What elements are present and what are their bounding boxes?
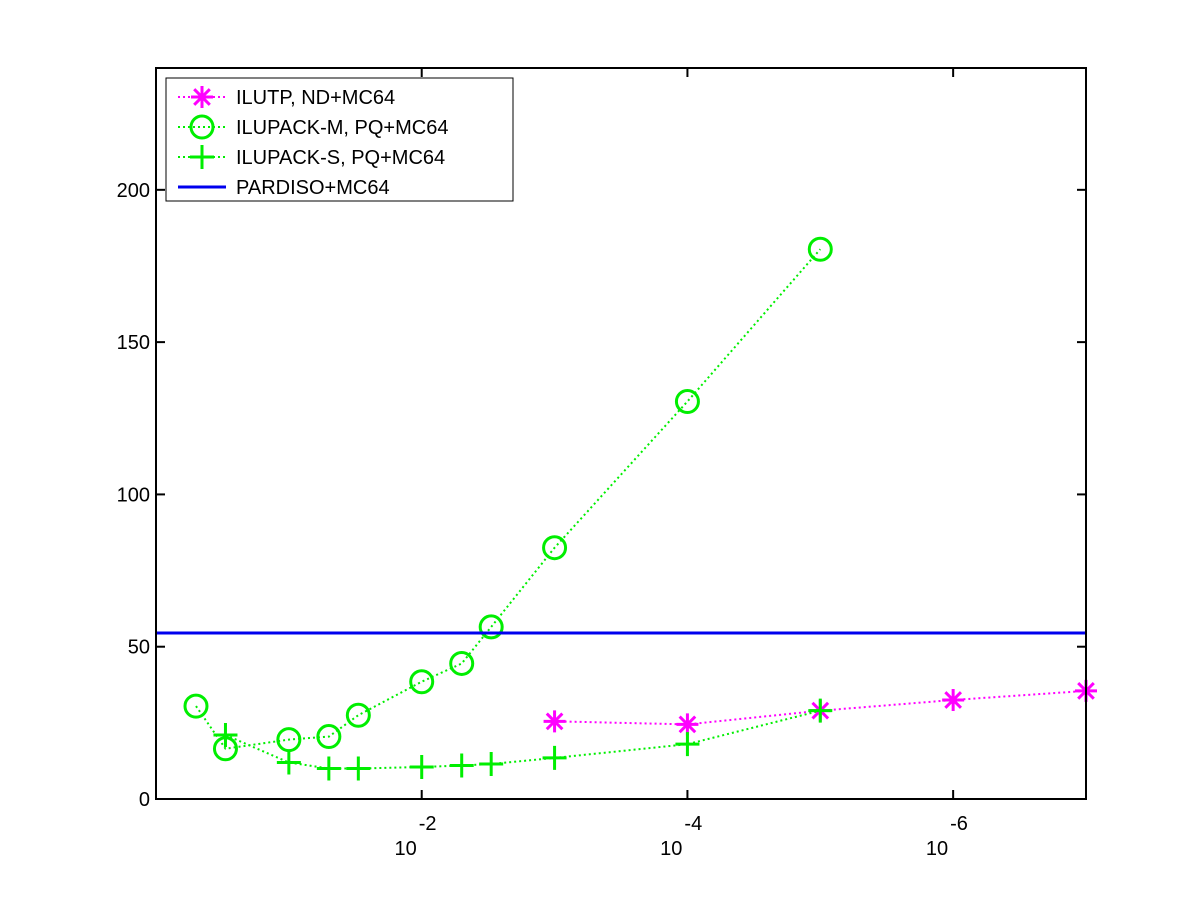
series-1-point-5	[409, 669, 435, 695]
y-tick-label-2: 100	[117, 484, 150, 506]
series-2-point-9	[808, 698, 833, 723]
series-0-point-3	[942, 689, 965, 712]
series-2-point-3	[346, 756, 371, 781]
series-1-point-10	[807, 236, 833, 262]
x-tick-exponent-0: -2	[419, 813, 437, 835]
series-0-point-0	[543, 710, 566, 733]
series-2-point-1	[276, 750, 301, 775]
x-tick-base-0: 10	[394, 838, 416, 860]
series-2-point-7	[542, 745, 567, 770]
series-1-point-9	[674, 389, 700, 415]
series-2-point-6	[479, 751, 504, 776]
axes-frame	[155, 67, 1087, 800]
x-tick-base-1: 10	[660, 838, 682, 860]
legend-label-3: PARDISO+MC64	[236, 177, 390, 199]
legend: ILUTP, ND+MC64 ILUPACK-M, PQ+MC64 ILUPACK-…	[165, 77, 514, 202]
legend-marker-2	[190, 145, 214, 169]
legend-box	[165, 77, 514, 202]
legend-label-0: ILUTP, ND+MC64	[236, 87, 395, 109]
series-2-point-2	[316, 756, 341, 781]
series-2-point-4	[409, 755, 434, 780]
x-tick-exponent-1: -4	[684, 813, 702, 835]
y-tick-label-0: 0	[139, 789, 150, 811]
series-2-point-5	[449, 753, 474, 778]
series-layer	[156, 236, 1097, 781]
series-1-point-4	[345, 702, 371, 728]
legend-marker-0	[191, 86, 213, 108]
series-2	[213, 698, 833, 781]
x-tick-exponent-2: -6	[950, 813, 968, 835]
series-1-point-6	[449, 650, 475, 676]
x-tick-base-2: 10	[926, 838, 948, 860]
series-1-point-0	[183, 693, 209, 719]
series-1-point-8	[542, 535, 568, 561]
y-tick-label-3: 150	[117, 332, 150, 354]
series-1-point-7	[478, 614, 504, 640]
series-0-point-1	[676, 713, 699, 736]
y-tick-label-4: 200	[117, 180, 150, 202]
series-1-point-3	[316, 724, 342, 750]
legend-label-2: ILUPACK-S, PQ+MC64	[236, 147, 445, 169]
series-2-point-0	[213, 723, 238, 748]
legend-label-1: ILUPACK-M, PQ+MC64	[236, 117, 448, 139]
series-2-point-8	[675, 732, 700, 757]
legend-marker-1	[189, 114, 215, 140]
y-tick-label-1: 50	[128, 637, 150, 659]
